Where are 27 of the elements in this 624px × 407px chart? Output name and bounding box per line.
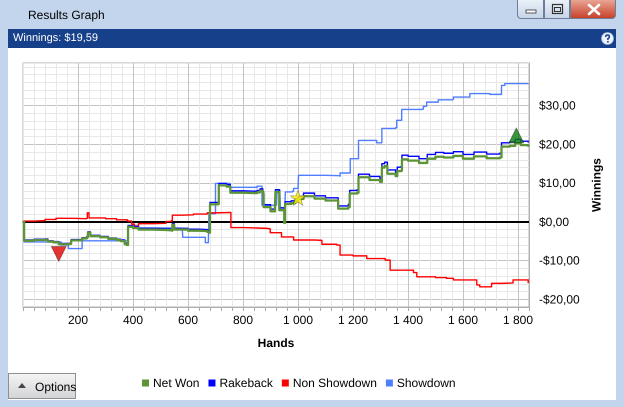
point: [508, 128, 524, 144]
legend-label: Net Won: [153, 376, 200, 390]
x-tick-label: 1 600: [448, 313, 478, 327]
x-tick-label: 400: [122, 313, 144, 327]
point: [290, 190, 306, 206]
x-axis-title: Hands: [258, 336, 295, 350]
x-tick-label: 1 000: [282, 313, 314, 327]
x-tick-label: 800: [232, 313, 254, 327]
y-tick-label: -$10,00: [539, 254, 580, 268]
chart-subtitle: Winnings: $19,59: [8, 29, 616, 48]
chart-title: Results Graph: [28, 8, 105, 22]
x-tick-label: 1 400: [392, 313, 424, 327]
x-tick-label: 1 800: [502, 313, 534, 327]
y-axis-title: Winnings: [590, 158, 604, 212]
y-tick-label: $0,00: [539, 214, 570, 229]
text: Options: [35, 380, 76, 394]
legend-label: Showdown: [396, 376, 456, 390]
y-tick-label: $20,00: [539, 137, 576, 152]
legend-label: Rakeback: [219, 376, 274, 390]
legend-label: Non Showdown: [292, 376, 377, 390]
y-tick-label: -$20,00: [539, 292, 580, 306]
point: [50, 246, 67, 262]
x-tick-label: 200: [68, 313, 88, 327]
y-tick-label: $30,00: [539, 98, 576, 113]
x-tick-label: 1 200: [338, 313, 368, 327]
x-tick-label: 600: [178, 313, 198, 327]
y-tick-label: $10,00: [539, 176, 576, 190]
